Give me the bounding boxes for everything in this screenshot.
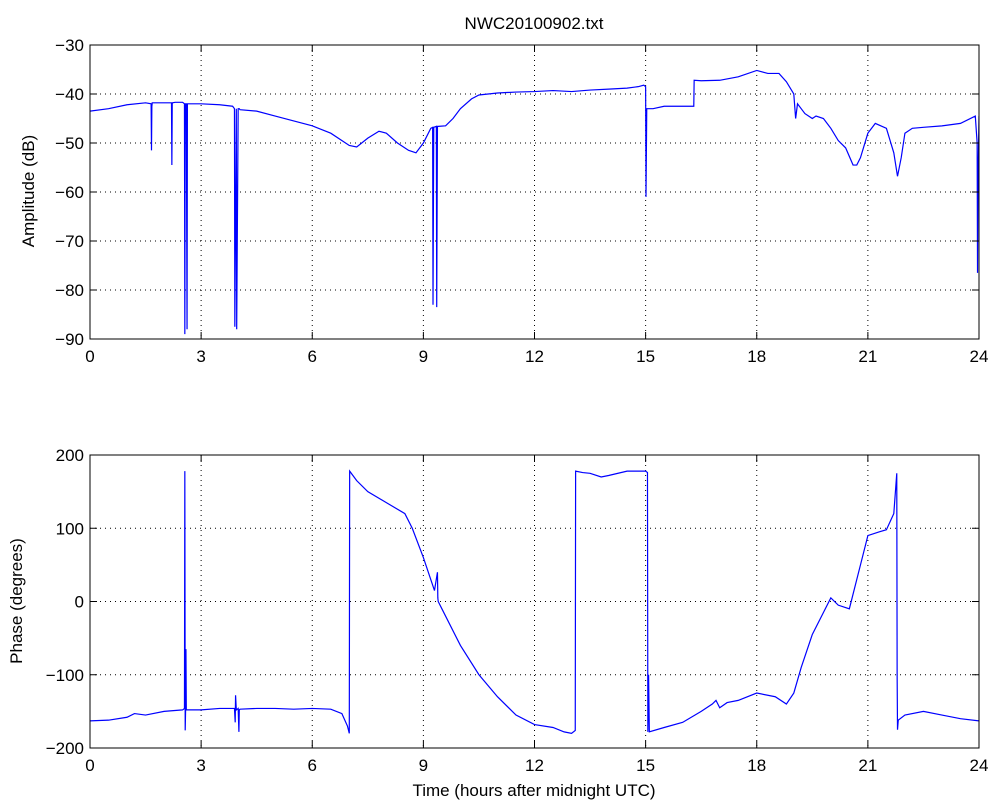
- phase-x-tick-label: 12: [525, 756, 544, 775]
- phase-y-tick-label: 100: [56, 519, 84, 538]
- amplitude-y-axis-label: Amplitude (dB): [19, 135, 38, 247]
- amplitude-x-tick-label: 18: [747, 347, 766, 366]
- amplitude-y-tick-label: −80: [55, 281, 84, 300]
- amplitude-x-tick-label: 9: [419, 347, 428, 366]
- phase-y-tick-label: 0: [75, 593, 84, 612]
- phase-ticks: 0 3 6 9 12 15 18 21 24 −200 −100 0 100 200: [46, 446, 989, 775]
- amplitude-x-tick-label: 15: [636, 347, 655, 366]
- phase-x-tick-label: 24: [970, 756, 989, 775]
- amplitude-ticks: 0 3 6 9 12 15 18 21 24 −90 −80 −70 −60 −50 −40 −30: [55, 36, 988, 366]
- amplitude-y-tick-label: −90: [55, 330, 84, 349]
- chart-title: NWC20100902.txt: [465, 14, 604, 33]
- phase-x-tick-label: 6: [308, 756, 317, 775]
- amplitude-plot-area: [90, 69, 979, 335]
- phase-y-tick-label: −200: [46, 739, 84, 758]
- phase-plot-area: [90, 469, 979, 734]
- phase-y-tick-label: −100: [46, 666, 84, 685]
- amplitude-x-tick-label: 12: [525, 347, 544, 366]
- amplitude-y-tick-label: −40: [55, 85, 84, 104]
- amplitude-series-line: [90, 69, 979, 335]
- amplitude-x-tick-label: 24: [970, 347, 989, 366]
- amplitude-x-tick-label: 3: [196, 347, 205, 366]
- phase-y-tick-label: 200: [56, 446, 84, 465]
- phase-axes: 0 3 6 9 12 15 18 21 24 −200 −100 0 100 200 Phase (deg…: [7, 446, 988, 800]
- phase-x-tick-label: 9: [419, 756, 428, 775]
- amplitude-grid: [90, 45, 979, 339]
- amplitude-x-tick-label: 21: [858, 347, 877, 366]
- phase-grid: [90, 455, 979, 748]
- amplitude-x-tick-label: 6: [308, 347, 317, 366]
- phase-y-axis-label: Phase (degrees): [7, 538, 26, 664]
- phase-series-line: [90, 469, 979, 734]
- phase-x-tick-label: 15: [636, 756, 655, 775]
- amplitude-y-tick-label: −70: [55, 232, 84, 251]
- phase-x-tick-label: 18: [747, 756, 766, 775]
- amplitude-x-tick-label: 0: [85, 347, 94, 366]
- phase-x-axis-label: Time (hours after midnight UTC): [412, 781, 655, 800]
- phase-x-tick-label: 21: [858, 756, 877, 775]
- amplitude-axes: 0 3 6 9 12 15 18 21 24 −90 −80 −70 −60 −50 −40 −30 Ampl…: [19, 36, 988, 366]
- amplitude-y-tick-label: −50: [55, 134, 84, 153]
- phase-x-tick-label: 3: [196, 756, 205, 775]
- amplitude-y-tick-label: −30: [55, 36, 84, 55]
- phase-x-tick-label: 0: [85, 756, 94, 775]
- amplitude-y-tick-label: −60: [55, 183, 84, 202]
